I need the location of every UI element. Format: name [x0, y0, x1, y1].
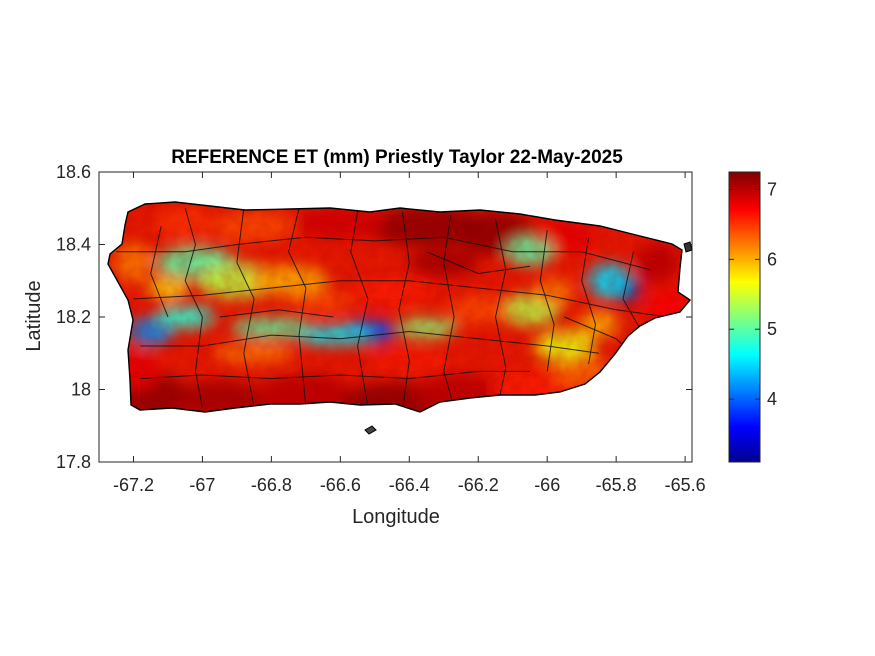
municipality-borders — [116, 208, 668, 412]
x-tick-label: -66.8 — [251, 475, 292, 495]
y-tick-label: 18.6 — [56, 162, 91, 182]
x-tick-label: -67 — [189, 475, 215, 495]
x-axis-title: Longitude — [352, 506, 440, 528]
offshore-island — [683, 241, 693, 253]
x-tick-label: -65.8 — [596, 475, 637, 495]
x-tick-label: -65.6 — [665, 475, 706, 495]
chart-title: REFERENCE ET (mm) Priestly Taylor 22-May… — [171, 147, 623, 168]
municipality-border — [398, 211, 410, 412]
y-tick-label: 18 — [71, 380, 91, 400]
y-tick-label: 18.2 — [56, 307, 91, 327]
colorbar-tick-label: 4 — [767, 389, 777, 409]
y-tick-label: 17.8 — [56, 452, 91, 472]
municipality-border — [150, 226, 169, 318]
municipality-border — [494, 219, 507, 401]
colorbar-tick-label: 5 — [767, 319, 777, 339]
colorbar-ticks: 4 5 6 7 — [729, 179, 777, 409]
municipality-border — [426, 251, 531, 275]
x-tick-label: -66.6 — [320, 475, 361, 495]
x-tick-label: -66.2 — [458, 475, 499, 495]
x-tick-label: -66.4 — [389, 475, 430, 495]
municipality-border — [140, 330, 599, 354]
x-tick-label: -66 — [534, 475, 560, 495]
municipality-border — [350, 211, 369, 408]
municipality-border — [581, 237, 597, 365]
colorbar-tick-label: 7 — [767, 179, 777, 199]
municipality-border — [443, 215, 455, 408]
colorbar — [728, 171, 761, 463]
colorbar-tick-label: 6 — [767, 249, 777, 269]
y-axis: 17.8 18 18.2 18.4 18.6 — [56, 162, 692, 472]
municipality-border — [184, 208, 203, 408]
municipality-border — [219, 309, 334, 318]
y-tick-label: 18.4 — [56, 235, 91, 255]
municipality-border — [140, 370, 530, 380]
x-tick-label: -67.2 — [113, 475, 154, 495]
y-axis-title: Latitude — [23, 280, 45, 351]
municipality-border — [288, 208, 307, 408]
x-axis: -67.2 -67 -66.8 -66.6 -66.4 -66.2 -66 -65.8 -65.… — [113, 172, 706, 495]
offshore-island — [364, 425, 377, 435]
municipality-border — [539, 229, 555, 372]
municipality-border — [116, 236, 651, 271]
municipality-border — [133, 280, 668, 318]
municipality-border — [622, 251, 645, 336]
